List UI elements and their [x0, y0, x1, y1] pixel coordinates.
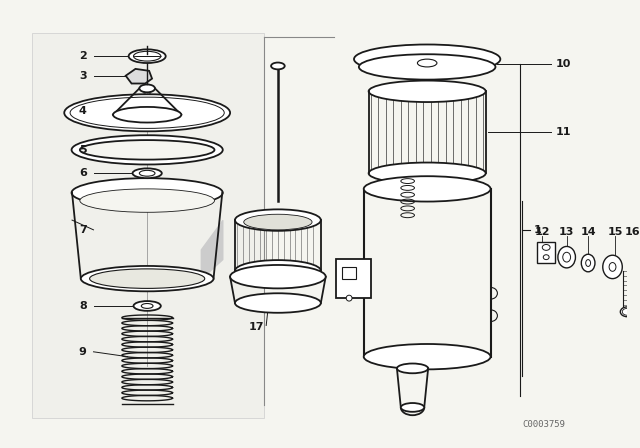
Text: 5: 5	[79, 145, 86, 155]
Ellipse shape	[72, 135, 223, 164]
Text: C0003759: C0003759	[523, 421, 566, 430]
Ellipse shape	[369, 163, 486, 184]
Ellipse shape	[81, 266, 214, 291]
Ellipse shape	[401, 403, 424, 412]
Ellipse shape	[364, 176, 491, 202]
Ellipse shape	[134, 301, 161, 311]
Text: 16: 16	[624, 227, 640, 237]
Ellipse shape	[271, 63, 285, 69]
Text: 4: 4	[79, 106, 86, 116]
Ellipse shape	[581, 254, 595, 272]
Ellipse shape	[235, 209, 321, 231]
Ellipse shape	[80, 140, 214, 159]
Ellipse shape	[542, 245, 550, 250]
Text: 12: 12	[534, 227, 550, 237]
Polygon shape	[125, 69, 152, 83]
Ellipse shape	[543, 255, 549, 259]
Ellipse shape	[80, 189, 214, 212]
Ellipse shape	[129, 49, 166, 63]
Text: 2: 2	[79, 51, 86, 61]
Ellipse shape	[64, 94, 230, 131]
Ellipse shape	[397, 363, 428, 373]
Ellipse shape	[113, 107, 181, 123]
Ellipse shape	[603, 255, 622, 279]
Ellipse shape	[140, 170, 155, 176]
Text: 15: 15	[608, 227, 623, 237]
Ellipse shape	[134, 52, 161, 61]
Bar	[337, 259, 371, 298]
Text: 11: 11	[556, 127, 572, 137]
Text: 6: 6	[79, 168, 86, 178]
Ellipse shape	[359, 54, 495, 80]
Text: 14: 14	[580, 227, 596, 237]
Text: 7: 7	[79, 225, 86, 235]
Ellipse shape	[563, 252, 571, 262]
Ellipse shape	[230, 265, 326, 289]
Ellipse shape	[70, 97, 224, 129]
Ellipse shape	[346, 295, 352, 301]
Ellipse shape	[586, 259, 591, 267]
Ellipse shape	[235, 260, 321, 281]
Ellipse shape	[132, 168, 162, 178]
Ellipse shape	[140, 85, 155, 92]
Ellipse shape	[558, 246, 575, 268]
Ellipse shape	[90, 269, 205, 289]
Ellipse shape	[364, 344, 491, 369]
Text: 8: 8	[79, 301, 86, 311]
Ellipse shape	[235, 293, 321, 313]
Text: 17: 17	[249, 323, 264, 332]
Ellipse shape	[72, 178, 223, 207]
Ellipse shape	[609, 263, 616, 271]
Ellipse shape	[417, 59, 437, 67]
Text: 10: 10	[556, 59, 572, 69]
Bar	[538, 241, 555, 263]
Ellipse shape	[620, 307, 634, 317]
Ellipse shape	[369, 81, 486, 102]
Text: 3: 3	[79, 71, 86, 81]
Text: 13: 13	[559, 227, 574, 237]
Bar	[342, 267, 356, 279]
Ellipse shape	[354, 44, 500, 74]
Ellipse shape	[141, 303, 153, 308]
Text: 9: 9	[79, 347, 86, 357]
Ellipse shape	[244, 214, 312, 230]
Bar	[32, 33, 264, 418]
Ellipse shape	[622, 308, 632, 315]
Text: 1: 1	[534, 225, 541, 235]
